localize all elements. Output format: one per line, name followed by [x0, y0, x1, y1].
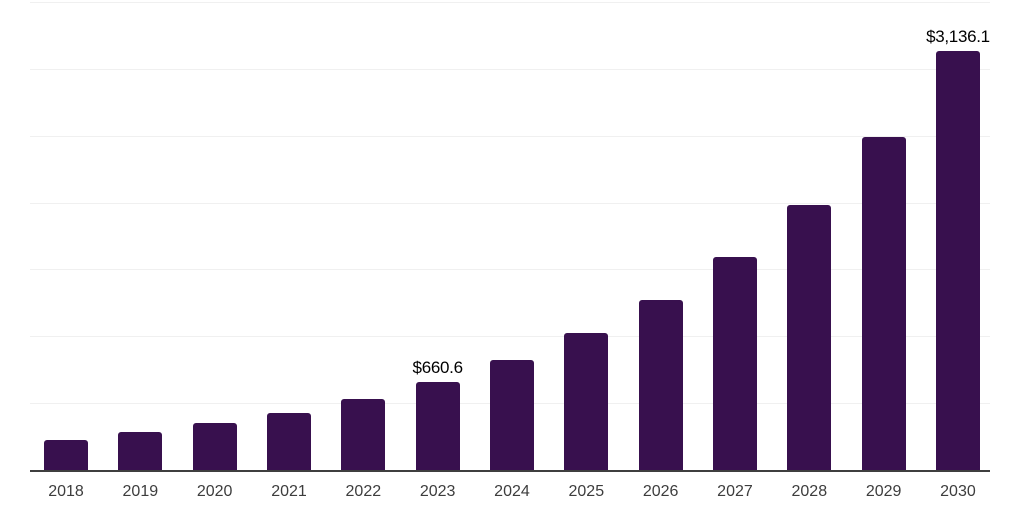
data-label-2030: $3,136.1: [926, 26, 990, 46]
x-tick-2023: 2023: [419, 483, 456, 500]
gridline-1000: [30, 336, 990, 338]
bar-2030: [935, 50, 980, 470]
bar-2019: [118, 432, 163, 470]
x-tick-2020: 2020: [196, 483, 233, 500]
bar-2023: [415, 381, 460, 470]
x-tick-2025: 2025: [568, 483, 605, 500]
bar-2027: [712, 257, 757, 470]
x-tick-2026: 2026: [642, 483, 679, 500]
bar-2018: [44, 439, 88, 470]
bar-2021: [266, 412, 311, 470]
bar-2026: [638, 299, 683, 470]
x-tick-2018: 2018: [48, 483, 84, 500]
x-tick-2027: 2027: [717, 483, 753, 500]
bar-2020: [192, 422, 237, 470]
x-tick-2021: 2021: [271, 483, 307, 500]
gridline-1500: [30, 269, 990, 271]
bar-2029: [861, 137, 906, 470]
gridline-2500: [30, 135, 990, 137]
bar-2028: [787, 204, 832, 470]
x-axis-line: [30, 470, 990, 472]
x-tick-2024: 2024: [494, 483, 530, 500]
data-label-2023: $660.6: [412, 357, 464, 377]
x-tick-2029: 2029: [865, 483, 902, 500]
x-tick-2030: 2030: [940, 483, 976, 500]
x-tick-2028: 2028: [791, 483, 828, 500]
bar-2025: [564, 332, 609, 470]
x-tick-2019: 2019: [122, 483, 159, 500]
gridline-3000: [30, 68, 990, 70]
gridline-2000: [30, 202, 990, 204]
x-tick-2022: 2022: [345, 483, 382, 500]
plot-area: $660.6 $3,136.1: [30, 2, 990, 472]
bar-2022: [341, 398, 386, 470]
gridline-3500: [30, 2, 990, 3]
bar-2024: [489, 359, 534, 470]
